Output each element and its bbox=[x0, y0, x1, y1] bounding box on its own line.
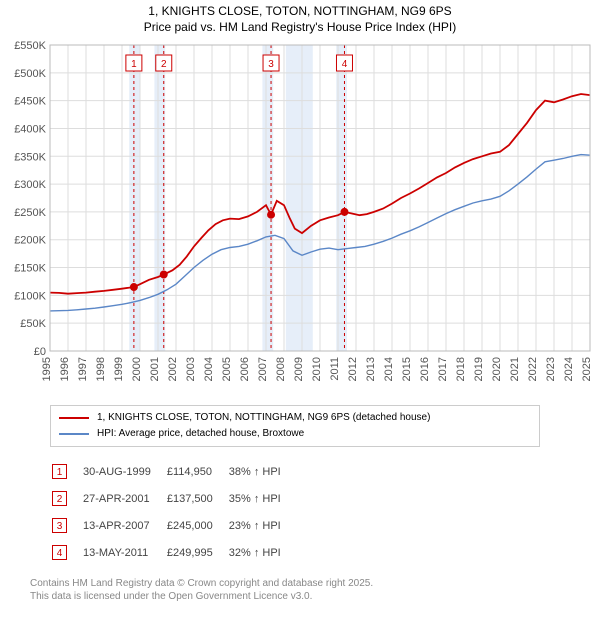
x-axis-label: 2011 bbox=[329, 357, 341, 381]
x-axis-label: 2016 bbox=[419, 357, 431, 381]
title-line2: Price paid vs. HM Land Registry's House … bbox=[0, 20, 600, 36]
chart-title: 1, KNIGHTS CLOSE, TOTON, NOTTINGHAM, NG9… bbox=[0, 0, 600, 37]
series-marker bbox=[340, 208, 348, 216]
event-date: 27-APR-2001 bbox=[83, 486, 165, 511]
event-price: £137,500 bbox=[167, 486, 227, 511]
y-axis-label: £0 bbox=[34, 346, 46, 358]
footer-line1: Contains HM Land Registry data © Crown c… bbox=[30, 577, 600, 590]
series-marker bbox=[267, 211, 275, 219]
y-axis-label: £100K bbox=[14, 291, 46, 303]
y-axis-label: £500K bbox=[14, 68, 46, 80]
event-date: 30-AUG-1999 bbox=[83, 459, 165, 484]
x-axis-label: 2023 bbox=[545, 357, 557, 381]
highlight-band bbox=[262, 45, 273, 351]
event-date: 13-APR-2007 bbox=[83, 513, 165, 538]
x-axis-label: 2010 bbox=[311, 357, 323, 381]
y-axis-label: £200K bbox=[14, 235, 46, 247]
event-pct: 23% ↑ HPI bbox=[229, 513, 295, 538]
event-pct: 38% ↑ HPI bbox=[229, 459, 295, 484]
x-axis-label: 1995 bbox=[41, 357, 53, 381]
x-axis-label: 2001 bbox=[149, 357, 161, 381]
x-axis-label: 1998 bbox=[95, 357, 107, 381]
event-num-box: 3 bbox=[52, 518, 67, 533]
x-axis-label: 2024 bbox=[563, 357, 575, 381]
y-axis-label: £250K bbox=[14, 207, 46, 219]
title-line1: 1, KNIGHTS CLOSE, TOTON, NOTTINGHAM, NG9… bbox=[0, 4, 600, 20]
x-axis-label: 2009 bbox=[293, 357, 305, 381]
event-price: £245,000 bbox=[167, 513, 227, 538]
x-axis-label: 2008 bbox=[275, 357, 287, 381]
legend-row: HPI: Average price, detached house, Brox… bbox=[59, 426, 531, 442]
x-axis-label: 2020 bbox=[491, 357, 503, 381]
event-marker-num: 2 bbox=[161, 59, 167, 70]
x-axis-label: 1996 bbox=[59, 357, 71, 381]
x-axis-label: 2014 bbox=[383, 357, 395, 381]
x-axis-label: 2025 bbox=[581, 357, 593, 381]
x-axis-label: 2017 bbox=[437, 357, 449, 381]
events-table: 1 30-AUG-1999£114,95038% ↑ HPI 2 27-APR-200… bbox=[50, 457, 297, 567]
event-row: 2 27-APR-2001£137,50035% ↑ HPI bbox=[52, 486, 295, 511]
x-axis-label: 2006 bbox=[239, 357, 251, 381]
event-row: 4 13-MAY-2011£249,99532% ↑ HPI bbox=[52, 540, 295, 565]
event-price: £249,995 bbox=[167, 540, 227, 565]
event-pct: 32% ↑ HPI bbox=[229, 540, 295, 565]
event-num-box: 1 bbox=[52, 464, 67, 479]
y-axis-label: £300K bbox=[14, 179, 46, 191]
x-axis-label: 2007 bbox=[257, 357, 269, 381]
event-marker-num: 1 bbox=[131, 59, 137, 70]
series-marker bbox=[160, 271, 168, 279]
y-axis-label: £50K bbox=[20, 318, 46, 330]
legend-row: 1, KNIGHTS CLOSE, TOTON, NOTTINGHAM, NG9… bbox=[59, 410, 531, 426]
highlight-band bbox=[129, 45, 140, 351]
highlight-band bbox=[286, 45, 313, 351]
x-axis-label: 2000 bbox=[131, 357, 143, 381]
y-axis-label: £400K bbox=[14, 124, 46, 136]
x-axis-label: 2004 bbox=[203, 357, 215, 381]
legend-swatch bbox=[59, 417, 89, 419]
event-pct: 35% ↑ HPI bbox=[229, 486, 295, 511]
x-axis-label: 2021 bbox=[509, 357, 521, 381]
x-axis-label: 2015 bbox=[401, 357, 413, 381]
event-price: £114,950 bbox=[167, 459, 227, 484]
legend-label: HPI: Average price, detached house, Brox… bbox=[97, 426, 304, 442]
x-axis-label: 2003 bbox=[185, 357, 197, 381]
x-axis-label: 1997 bbox=[77, 357, 89, 381]
footer-note: Contains HM Land Registry data © Crown c… bbox=[30, 577, 600, 603]
y-axis-label: £450K bbox=[14, 96, 46, 108]
legend-label: 1, KNIGHTS CLOSE, TOTON, NOTTINGHAM, NG9… bbox=[97, 410, 430, 426]
chart-container: 1, KNIGHTS CLOSE, TOTON, NOTTINGHAM, NG9… bbox=[0, 0, 600, 603]
x-axis-label: 2022 bbox=[527, 357, 539, 381]
chart-svg: £0 £50K £100K £150K £200K £250K £300K £350K £400… bbox=[0, 37, 600, 397]
y-axis-label: £550K bbox=[14, 40, 46, 52]
plot-wrapper: £0 £50K £100K £150K £200K £250K £300K £350K £400… bbox=[0, 37, 600, 397]
event-row: 3 13-APR-2007£245,00023% ↑ HPI bbox=[52, 513, 295, 538]
x-axis-label: 2002 bbox=[167, 357, 179, 381]
x-axis-label: 2018 bbox=[455, 357, 467, 381]
legend-swatch bbox=[59, 433, 89, 435]
y-axis-label: £150K bbox=[14, 263, 46, 275]
series-marker bbox=[130, 283, 138, 291]
event-marker-num: 3 bbox=[268, 59, 274, 70]
footer-line2: This data is licensed under the Open Gov… bbox=[30, 590, 600, 603]
x-axis-label: 1999 bbox=[113, 357, 125, 381]
event-marker-num: 4 bbox=[342, 59, 348, 70]
y-axis-label: £350K bbox=[14, 151, 46, 163]
event-row: 1 30-AUG-1999£114,95038% ↑ HPI bbox=[52, 459, 295, 484]
x-axis-label: 2005 bbox=[221, 357, 233, 381]
event-date: 13-MAY-2011 bbox=[83, 540, 165, 565]
x-axis-label: 2013 bbox=[365, 357, 377, 381]
x-axis-label: 2019 bbox=[473, 357, 485, 381]
x-axis-label: 2012 bbox=[347, 357, 359, 381]
legend-box: 1, KNIGHTS CLOSE, TOTON, NOTTINGHAM, NG9… bbox=[50, 405, 540, 447]
event-num-box: 2 bbox=[52, 491, 67, 506]
event-num-box: 4 bbox=[52, 545, 67, 560]
